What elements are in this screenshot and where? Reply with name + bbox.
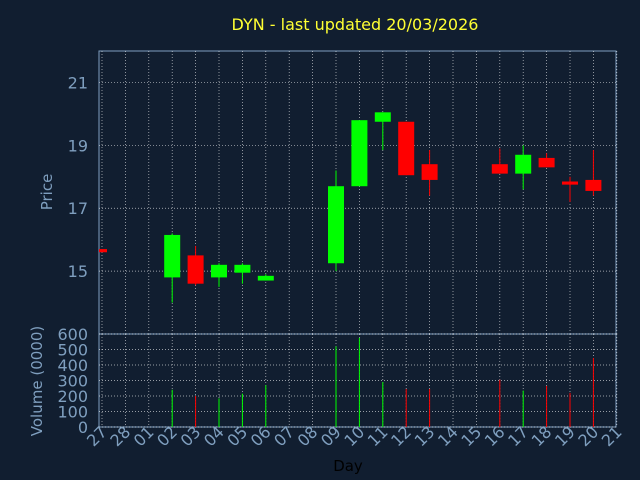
candle-body xyxy=(562,181,578,185)
price-y-tick-label: 19 xyxy=(68,136,88,155)
candle-body xyxy=(585,179,602,191)
price-y-tick-label: 21 xyxy=(68,73,88,92)
volume-y-tick-label: 500 xyxy=(57,341,88,360)
candle-body xyxy=(374,112,391,122)
candle-body xyxy=(351,120,368,187)
price-panel: 15 17 19 21 xyxy=(68,50,618,335)
volume-y-tick-label: 200 xyxy=(57,387,88,406)
candle-body xyxy=(515,154,532,174)
candle-body xyxy=(257,275,274,281)
candle-body xyxy=(211,264,227,278)
price-y-ticks: 15 17 19 21 xyxy=(68,73,88,281)
price-grid xyxy=(99,51,618,334)
price-y-label: Price xyxy=(38,174,56,211)
candle-body xyxy=(491,164,508,174)
x-axis-label: Day xyxy=(333,457,363,475)
candle-body xyxy=(328,186,344,264)
volume-y-tick-label: 0 xyxy=(78,418,88,437)
price-candles xyxy=(99,112,602,303)
price-plot-area xyxy=(98,50,617,335)
candle-body xyxy=(538,157,555,168)
x-ticks: 2728010203040506070809101112131415161718… xyxy=(83,422,626,450)
volume-grid xyxy=(99,333,618,428)
volume-y-tick-label: 100 xyxy=(57,403,88,422)
chart-title: DYN - last updated 20/03/2026 xyxy=(232,15,479,34)
volume-y-tick-label: 400 xyxy=(57,356,88,375)
candle-body xyxy=(421,164,438,180)
volume-y-label: Volume (0000) xyxy=(28,326,46,436)
volume-y-tick-label: 600 xyxy=(57,325,88,344)
candle-body xyxy=(164,234,181,278)
candle-body xyxy=(187,255,204,284)
candle-body xyxy=(99,249,107,253)
candle-body xyxy=(234,264,251,273)
price-y-tick-label: 15 xyxy=(68,262,88,281)
price-y-tick-label: 17 xyxy=(68,199,88,218)
volume-bars xyxy=(171,337,594,427)
candle-body xyxy=(398,121,415,176)
volume-y-tick-label: 300 xyxy=(57,372,88,391)
